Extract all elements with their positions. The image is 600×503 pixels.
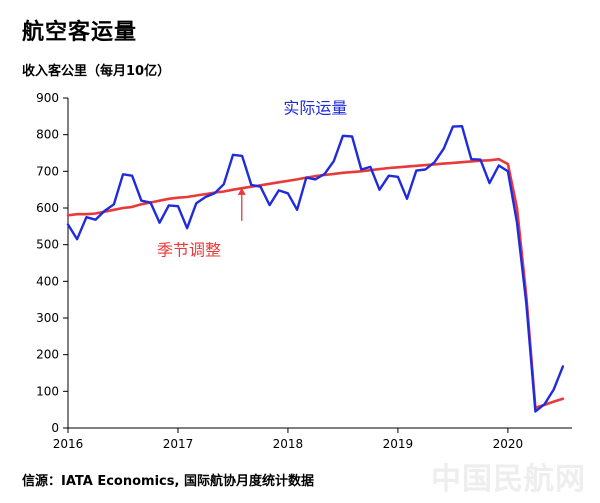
y-tick-label: 500 <box>36 238 59 252</box>
x-tick-label: 2019 <box>383 437 414 451</box>
x-tick-label: 2018 <box>273 437 304 451</box>
y-axis-label: 收入客公里（每月10亿） <box>22 64 171 79</box>
y-tick-label: 700 <box>36 164 59 178</box>
source-note: 信源：IATA Economics, 国际航协月度统计数据 <box>22 474 314 489</box>
annotation-arrow-head <box>237 187 246 195</box>
series-layer <box>66 124 565 413</box>
x-tick-label: 2016 <box>53 437 84 451</box>
y-tick-label: 400 <box>36 274 59 288</box>
x-tick-label: 2020 <box>493 437 524 451</box>
series-line-actual <box>66 124 565 413</box>
y-tick-label: 0 <box>51 421 59 435</box>
watermark-logo: 中国民航网 <box>431 462 586 497</box>
y-tick-label: 800 <box>36 128 59 142</box>
y-tick-label: 600 <box>36 201 59 215</box>
axes: 0 100 200 300 400 500 600 700 800 900 2016 2017 2018… <box>36 91 572 451</box>
y-tick-label: 900 <box>36 91 59 105</box>
chart-title: 航空客运量 <box>22 20 138 45</box>
series-line-seasonal <box>66 157 565 410</box>
y-tick-label: 200 <box>36 348 59 362</box>
series-label-seasonal: 季节调整 <box>157 241 221 260</box>
x-tick-label: 2017 <box>163 437 194 451</box>
y-tick-label: 100 <box>36 384 59 398</box>
y-tick-label: 300 <box>36 311 59 325</box>
series-label-actual: 实际运量 <box>283 98 347 117</box>
